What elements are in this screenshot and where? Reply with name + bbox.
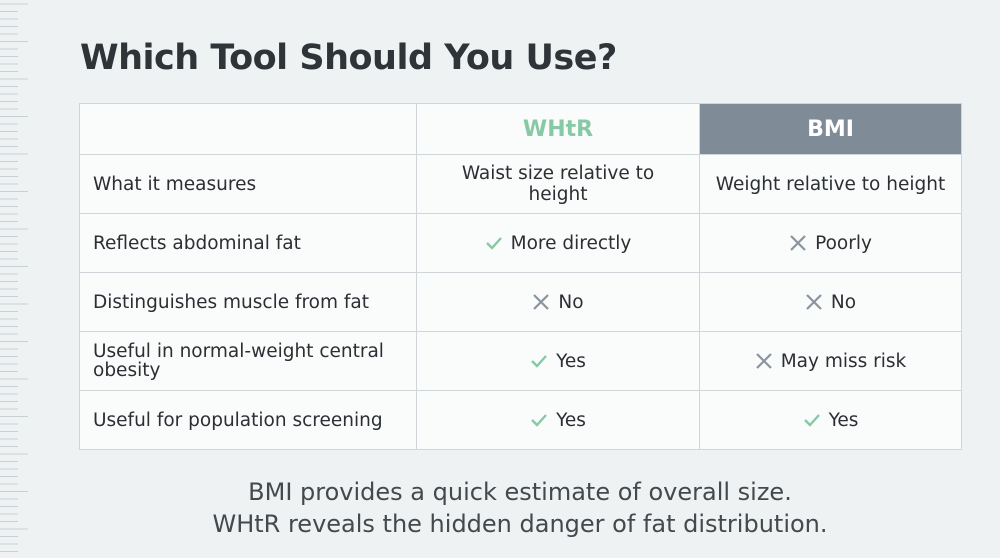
title: Which Tool Should You Use? bbox=[80, 38, 617, 78]
cell-text: More directly bbox=[510, 232, 632, 254]
cell: Yes bbox=[699, 390, 962, 450]
header-cell: WHtR bbox=[416, 103, 700, 155]
header-cell bbox=[79, 103, 417, 155]
cell: Yes bbox=[416, 331, 700, 391]
check-icon bbox=[531, 354, 547, 368]
cell: More directly bbox=[416, 213, 700, 273]
cell: No bbox=[416, 272, 700, 332]
row: Useful in normal-weight central obesity … bbox=[79, 331, 962, 391]
comparison-table: WHtR BMI What it measures Waist size rel… bbox=[79, 103, 962, 450]
cell-text: May miss risk bbox=[780, 350, 907, 372]
footer-line: WHtR reveals the hidden danger of fat di… bbox=[212, 510, 828, 538]
cell: Reflects abdominal fat bbox=[79, 213, 417, 273]
row: Reflects abdominal fat More directly Poo… bbox=[79, 213, 962, 273]
cell: May miss risk bbox=[699, 331, 962, 391]
cell-text: Yes bbox=[556, 350, 586, 372]
cross-icon bbox=[533, 293, 550, 310]
cross-icon bbox=[806, 293, 822, 310]
cross-icon bbox=[790, 234, 806, 251]
cell-text: No bbox=[830, 291, 857, 313]
cell: Yes bbox=[416, 390, 700, 450]
cell: Waist size relative to height bbox=[416, 154, 700, 214]
check-icon bbox=[531, 413, 547, 427]
row: Useful for population screening Yes Yes bbox=[79, 390, 962, 450]
cell: What it measures bbox=[79, 154, 417, 214]
cell: Poorly bbox=[699, 213, 962, 273]
cell: Useful for population screening bbox=[79, 390, 417, 450]
header-cell: BMI bbox=[699, 103, 962, 155]
cross-icon bbox=[755, 352, 772, 369]
ruler-decoration bbox=[0, 3, 28, 552]
row: Distinguishes muscle from fat No No bbox=[79, 272, 962, 332]
check-icon bbox=[485, 236, 502, 250]
cell-text: Yes bbox=[556, 409, 586, 431]
cell-text: No bbox=[558, 291, 584, 313]
cell-text: Poorly bbox=[815, 232, 872, 254]
footer-line: BMI provides a quick estimate of overall… bbox=[248, 478, 792, 506]
cell-text: Yes bbox=[828, 409, 859, 431]
header-row: WHtR BMI bbox=[79, 103, 962, 155]
cell: Distinguishes muscle from fat bbox=[79, 272, 417, 332]
check-icon bbox=[803, 413, 820, 427]
cell: Weight relative to height bbox=[699, 154, 962, 214]
row: What it measures Waist size relative to … bbox=[79, 154, 962, 214]
cell: Useful in normal-weight central obesity bbox=[79, 331, 417, 391]
cell: No bbox=[699, 272, 962, 332]
